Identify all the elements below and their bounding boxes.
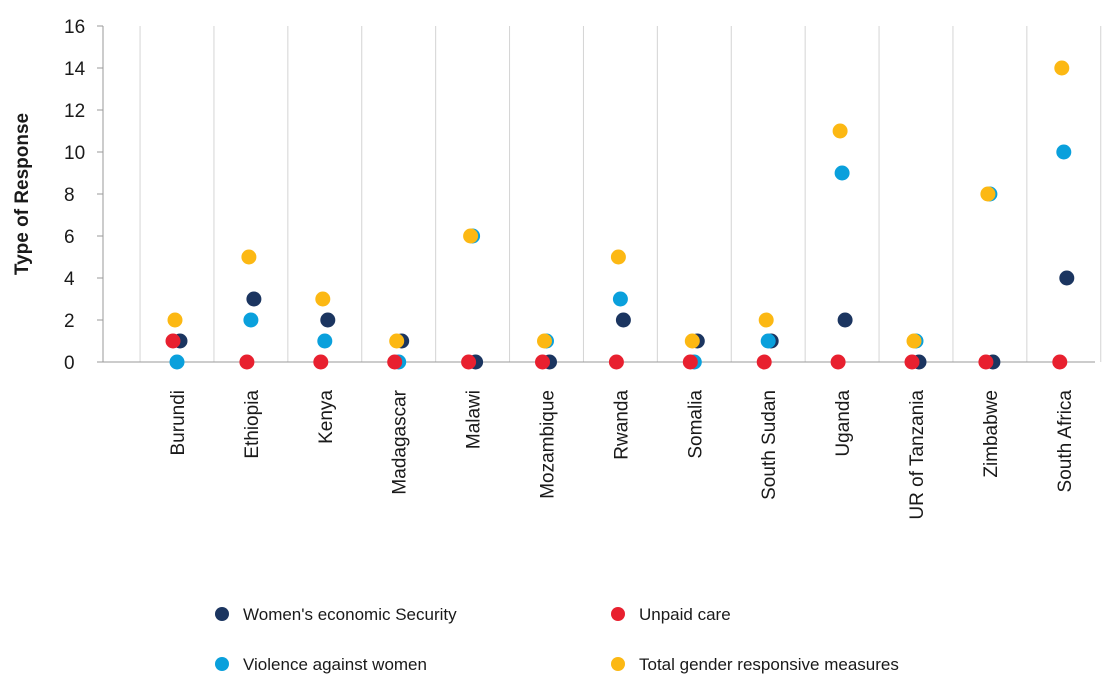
legend-marker xyxy=(215,657,229,671)
data-point xyxy=(169,354,185,370)
data-point xyxy=(615,312,631,328)
x-category-label: Mozambique xyxy=(538,390,559,499)
data-point xyxy=(980,186,996,202)
data-point xyxy=(246,291,262,307)
data-point xyxy=(165,333,181,349)
y-tick-label: 16 xyxy=(64,17,85,38)
legend-marker xyxy=(611,657,625,671)
data-point xyxy=(978,354,994,370)
y-tick-label: 6 xyxy=(64,227,75,248)
data-point xyxy=(684,333,700,349)
y-tick-label: 2 xyxy=(64,311,75,332)
legend-label: Women's economic Security xyxy=(243,605,457,624)
legend-marker xyxy=(611,607,625,621)
data-point xyxy=(1059,270,1075,286)
data-point xyxy=(906,333,922,349)
data-point xyxy=(463,228,479,244)
data-point xyxy=(837,312,853,328)
points-layer xyxy=(165,60,1075,370)
data-point xyxy=(1056,144,1072,160)
data-point xyxy=(1052,354,1068,370)
data-point xyxy=(756,354,772,370)
data-point xyxy=(241,249,257,265)
y-tick-label: 8 xyxy=(64,185,75,206)
data-point xyxy=(830,354,846,370)
y-tick-label: 14 xyxy=(64,59,86,80)
x-category-label: Malawi xyxy=(464,390,485,449)
data-point xyxy=(317,333,333,349)
data-point xyxy=(243,312,259,328)
x-category-label: Zimbabwe xyxy=(981,390,1002,478)
x-category-label: Burundi xyxy=(168,390,189,456)
legend-label: Unpaid care xyxy=(639,605,731,624)
data-point xyxy=(612,291,628,307)
y-axis-title: Type of Response xyxy=(12,113,33,275)
data-point xyxy=(904,354,920,370)
data-point xyxy=(834,165,850,181)
legend: Women's economic Security Violence agains… xyxy=(215,605,899,674)
y-tick-label: 12 xyxy=(64,101,85,122)
data-point xyxy=(760,333,776,349)
data-point xyxy=(167,312,183,328)
data-point xyxy=(320,312,336,328)
y-tick-label: 4 xyxy=(64,269,75,290)
data-point xyxy=(239,354,255,370)
y-tick-label: 0 xyxy=(64,353,75,374)
x-category-label: Uganda xyxy=(833,390,854,457)
data-point xyxy=(461,354,477,370)
data-point xyxy=(758,312,774,328)
data-point xyxy=(832,123,848,139)
grid-layer xyxy=(139,26,1102,362)
axis-layer: 0 2 4 6 8 10 12 14 16 Burundi Ethiopia Kenya Madagas… xyxy=(64,17,1095,520)
x-category-label: Rwanda xyxy=(611,390,632,460)
legend-marker xyxy=(215,607,229,621)
y-tick-label: 10 xyxy=(64,143,85,164)
legend-label: Violence against women xyxy=(243,655,427,674)
data-point xyxy=(387,354,403,370)
legend-label: Total gender responsive measures xyxy=(639,655,899,674)
x-category-label: Somalia xyxy=(685,390,706,459)
x-category-label: South Africa xyxy=(1055,390,1076,493)
data-point xyxy=(682,354,698,370)
data-point xyxy=(535,354,550,370)
x-category-label: Kenya xyxy=(316,390,337,444)
data-point xyxy=(1054,60,1070,76)
x-category-label: Madagascar xyxy=(390,389,411,494)
data-point xyxy=(389,333,405,349)
x-category-label: Ethiopia xyxy=(242,390,263,459)
data-point xyxy=(313,354,329,370)
x-category-label: South Sudan xyxy=(759,390,780,500)
data-point xyxy=(537,333,552,349)
x-category-label: UR of Tanzania xyxy=(907,390,928,520)
data-point xyxy=(315,291,331,307)
data-point xyxy=(608,354,624,370)
data-point xyxy=(610,249,626,265)
